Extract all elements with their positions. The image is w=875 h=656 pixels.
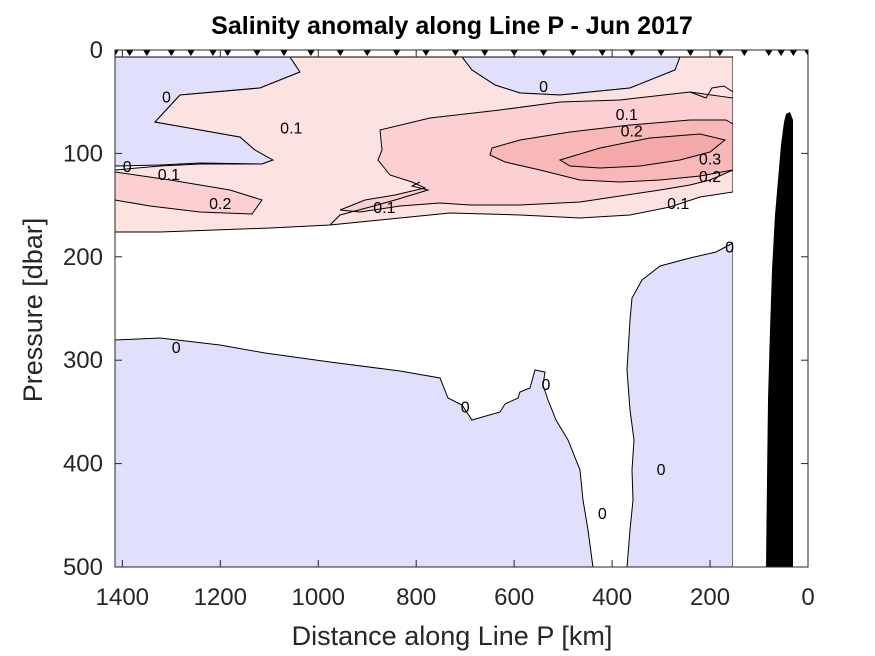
y-tick-label: 500 [63,554,103,581]
contour-label: 0 [123,159,132,176]
chart-title: Salinity anomaly along Line P - Jun 2017 [211,12,693,40]
contour-label: 0 [725,239,734,256]
contour-label: 0 [162,90,171,107]
negative-region-lower-right [626,242,734,567]
station-marker [125,50,134,56]
station-marker [539,50,548,56]
y-tick-label: 0 [90,37,103,64]
contour-label: 0.1 [280,121,302,138]
y-tick-label: 100 [63,140,103,167]
contour-label: 0.2 [209,196,231,213]
contour-line-spike [329,181,430,226]
y-tick-label: 300 [63,347,103,374]
contour-label: 0 [172,340,181,357]
contour-label: 0.2 [621,124,643,141]
station-marker [167,50,176,56]
x-tick-label: 1200 [194,584,247,611]
station-markers [115,50,808,56]
x-tick-label: 800 [396,584,436,611]
station-marker [789,50,798,56]
x-axis: 1400 1200 1000 800 600 400 200 0 [96,50,815,611]
contour-label: 0 [461,400,470,417]
station-marker [716,50,724,56]
station-marker [115,50,119,56]
contour-label: 0.1 [667,196,689,213]
contour-label: 0.3 [699,152,721,169]
station-marker [209,50,217,56]
contour-label: 0.1 [373,200,395,217]
station-marker [627,50,636,56]
station-marker [598,50,607,56]
station-marker [804,50,808,56]
contour-label: 0.1 [616,107,638,124]
station-marker [307,50,315,56]
contour-label: 0.2 [699,169,721,186]
x-tick-label: 600 [494,584,534,611]
x-tick-label: 200 [690,584,730,611]
positive-region-0.1-0.2-left [115,171,263,215]
contour-label: 0 [598,506,607,523]
station-marker [481,50,489,56]
x-tick-label: 400 [592,584,632,611]
contour-label: 0.1 [158,167,180,184]
y-tick-label: 200 [63,244,103,271]
y-axis: 0 100 200 300 400 500 [63,37,808,581]
station-marker [451,50,460,56]
x-tick-label: 1400 [96,584,149,611]
station-marker [740,50,749,56]
contour-line-upper [689,85,734,99]
x-tick-label: 1000 [292,584,345,611]
station-marker [777,50,785,56]
contour-label: 0 [539,79,548,96]
positive-region-gt-0.3 [558,133,727,169]
negative-region-lower-left [115,337,594,567]
station-marker [336,50,345,56]
station-marker [363,50,371,56]
station-marker [143,50,151,56]
station-marker [223,50,232,56]
station-marker [765,50,773,56]
contour-label: 0 [542,377,551,394]
y-tick-label: 400 [63,451,103,478]
station-marker [686,50,695,56]
x-axis-label: Distance along Line P [km] [292,621,613,651]
station-marker [569,50,577,56]
station-marker [280,50,288,56]
contour-label: 0 [657,462,666,479]
station-marker [392,50,401,56]
station-marker [187,50,195,56]
data-gap [733,57,763,567]
station-marker [253,50,261,56]
axes-frame [114,49,809,568]
y-axis-label: Pressure [dbar] [18,218,48,403]
station-marker [422,50,430,56]
station-marker [657,50,665,56]
bathymetry-shelf [766,112,793,567]
x-tick-label: 0 [801,584,814,611]
